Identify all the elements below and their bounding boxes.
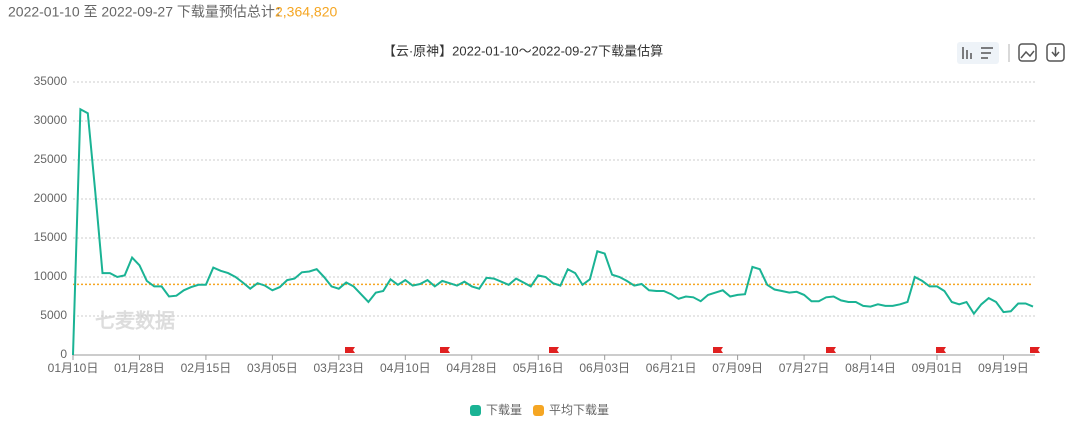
- event-flags: [345, 347, 1040, 355]
- legend-swatch: [533, 405, 544, 416]
- y-tick-label: 20000: [34, 191, 68, 205]
- header-total: 2,364,820: [275, 4, 337, 20]
- series-line: [72, 107, 1034, 356]
- x-tick-label: 06月03日: [579, 361, 630, 375]
- x-tick-label: 04月28日: [446, 361, 497, 375]
- header-range: 2022-01-10 至 2022-09-27 下载量预估总计：: [8, 4, 289, 20]
- save-image[interactable]: [1018, 43, 1037, 62]
- y-tick-label: 10000: [34, 269, 68, 283]
- legend-label[interactable]: 下载量: [486, 403, 522, 417]
- x-tick-label: 05月16日: [513, 361, 564, 375]
- x-tick-label: 09月01日: [912, 361, 963, 375]
- x-tick-label: 01月10日: [48, 361, 99, 375]
- y-tick-label: 30000: [34, 113, 68, 127]
- x-tick-label: 08月14日: [845, 361, 896, 375]
- x-tick-label: 04月10日: [380, 361, 431, 375]
- x-tick-label: 03月05日: [247, 361, 298, 375]
- legend-swatch: [470, 405, 481, 416]
- watermark: 七麦数据: [95, 308, 175, 332]
- x-tick-label: 02月15日: [181, 361, 232, 375]
- toolbar: [957, 42, 1065, 64]
- chart-title: 【云·原神】2022-01-10～2022-09-27下载量估算: [383, 43, 663, 58]
- download[interactable]: [1046, 43, 1065, 62]
- x-tick-label: 06月21日: [646, 361, 697, 375]
- x-tick-label: 07月27日: [779, 361, 830, 375]
- x-tick-label: 01月28日: [114, 361, 165, 375]
- y-tick-label: 25000: [34, 152, 68, 166]
- y-tick-label: 15000: [34, 230, 68, 244]
- y-tick-label: 35000: [34, 74, 68, 88]
- x-tick-label: 03月23日: [313, 361, 364, 375]
- x-tick-label: 09月19日: [978, 361, 1029, 375]
- y-tick-label: 0: [60, 347, 67, 361]
- x-tick-label: 07月09日: [712, 361, 763, 375]
- y-tick-label: 5000: [40, 308, 67, 322]
- legend-label: 平均下载量: [549, 403, 609, 417]
